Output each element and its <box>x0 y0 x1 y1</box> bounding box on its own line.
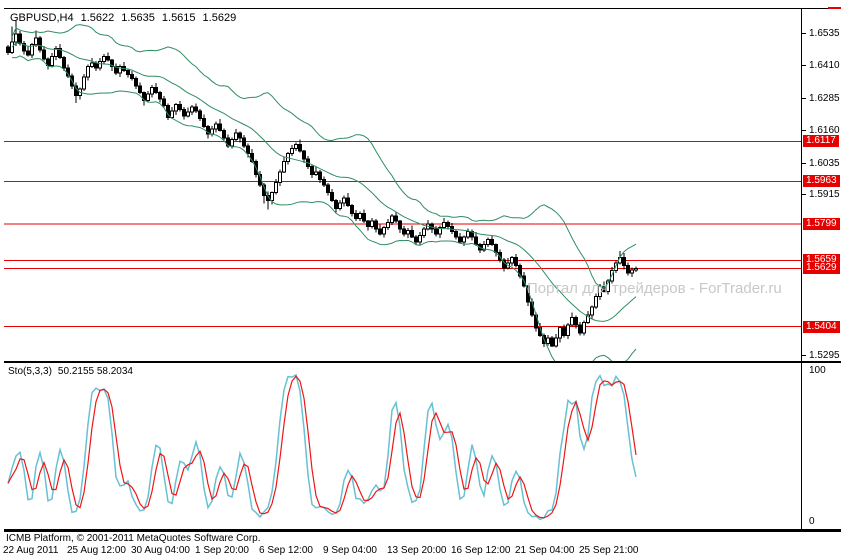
time-axis-label: 21 Sep 04:00 <box>515 545 575 556</box>
ohlc-header: GBPUSD,H4 1.5622 1.5635 1.5615 1.5629 <box>10 12 243 24</box>
pane-splitter-top[interactable] <box>4 361 841 363</box>
level-price-badge: 1.5963 <box>803 175 840 187</box>
price-axis-tick <box>802 194 806 195</box>
sto-scale-label: 0 <box>809 516 815 527</box>
current-price-badge: 1.5629 <box>803 262 840 274</box>
low-value: 1.5615 <box>161 12 196 24</box>
watermark-text: Портал для трейдеров - ForTrader.ru <box>527 280 782 297</box>
price-axis-tick <box>802 65 806 66</box>
close-value: 1.5629 <box>202 12 237 24</box>
price-axis-label: 1.6035 <box>809 158 840 169</box>
price-axis-label: 1.5915 <box>809 189 840 200</box>
price-axis-tick <box>802 33 806 34</box>
price-axis-tick <box>802 98 806 99</box>
time-axis-label: 22 Aug 2011 <box>3 545 59 556</box>
platform-copyright: ICMB Platform, © 2001-2011 MetaQuotes So… <box>6 533 261 544</box>
stochastic-pane[interactable]: Sto(5,3,3) 50.2155 58.2034 <box>4 363 801 529</box>
time-axis-label: 25 Sep 21:00 <box>579 545 639 556</box>
high-value: 1.5635 <box>121 12 155 24</box>
price-axis-label: 1.5295 <box>809 350 840 361</box>
time-axis-label: 13 Sep 20:00 <box>387 545 447 556</box>
level-price-badge: 1.5799 <box>803 218 840 230</box>
time-axis[interactable]: 22 Aug 2011 25 Aug 12:00 30 Aug 04:00 1 Sep… <box>3 544 804 558</box>
price-axis-tick <box>802 163 806 164</box>
price-axis[interactable]: 1.6535 1.6410 1.6285 1.6160 1.6035 1.5915 1.52… <box>801 9 845 529</box>
price-axis-label: 1.6285 <box>809 93 840 104</box>
time-axis-label: 25 Aug 12:00 <box>67 545 126 556</box>
symbol-period-label: GBPUSD,H4 <box>10 12 74 24</box>
chart-top-border-accent <box>828 7 841 9</box>
indicator-label: Sto(5,3,3) 50.2155 58.2034 <box>8 366 139 377</box>
pane-splitter-bottom[interactable] <box>4 529 841 532</box>
time-axis-label: 16 Sep 12:00 <box>451 545 511 556</box>
level-price-badge: 1.6117 <box>803 135 839 147</box>
price-chart-pane[interactable]: GBPUSD,H4 1.5622 1.5635 1.5615 1.5629 <box>4 9 801 361</box>
open-value: 1.5622 <box>80 12 115 24</box>
sto-scale-label: 100 <box>809 365 826 376</box>
price-axis-tick <box>802 130 806 131</box>
candlestick-chart <box>4 19 801 361</box>
indicator-name: Sto(5,3,3) <box>8 366 52 377</box>
price-axis-tick <box>802 355 806 356</box>
price-axis-label: 1.6410 <box>809 60 840 71</box>
time-axis-label: 9 Sep 04:00 <box>323 545 377 556</box>
indicator-values: 50.2155 58.2034 <box>57 366 133 377</box>
level-price-badge: 1.5404 <box>803 321 840 333</box>
stochastic-chart <box>7 373 637 521</box>
time-axis-label: 30 Aug 04:00 <box>131 545 190 556</box>
price-axis-label: 1.6535 <box>809 28 840 39</box>
time-axis-label: 6 Sep 12:00 <box>259 545 313 556</box>
time-axis-label: 1 Sep 20:00 <box>195 545 249 556</box>
price-axis-label: 1.6160 <box>809 125 840 136</box>
chart-top-border <box>4 8 841 9</box>
